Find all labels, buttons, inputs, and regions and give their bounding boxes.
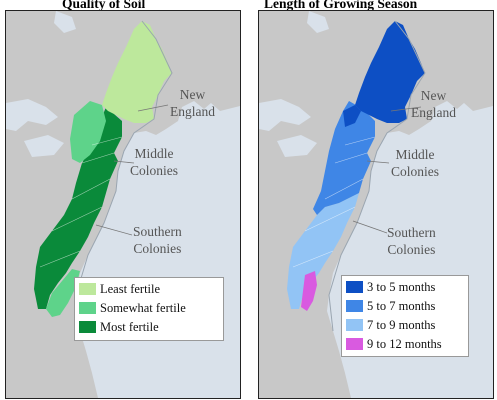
region-label-new-england: New England (170, 86, 215, 120)
legend-label: 9 to 12 months (367, 336, 442, 351)
region-label-line: Colonies (130, 163, 179, 178)
legend-label: Most fertile (100, 319, 159, 334)
soil-somewhat-fertile (70, 101, 106, 163)
great-lakes (259, 99, 311, 131)
legend-item: Most fertile (79, 319, 159, 335)
region-label-line: England (411, 105, 456, 120)
region-label-line: Southern (387, 225, 436, 240)
legend-item: Least fertile (79, 281, 160, 297)
legend-swatch (79, 283, 96, 295)
region-label-new-england: New England (411, 87, 456, 121)
region-label-line: Colonies (391, 164, 440, 179)
season-9-12-months (301, 271, 317, 311)
legend-item: 9 to 12 months (346, 336, 442, 352)
soil-map-graphic (6, 11, 240, 398)
region-label-line: Middle (395, 147, 435, 162)
soil-map-title: Quality of Soil (62, 0, 146, 11)
legend-swatch (346, 319, 363, 331)
season-5-7-months (313, 101, 375, 215)
region-label-line: New (179, 87, 206, 102)
region-label-line: England (170, 104, 215, 119)
soil-least-fertile (102, 21, 172, 123)
legend-swatch (346, 281, 363, 293)
growing-season-map: New England Middle Colonies Southern Col… (258, 10, 494, 399)
season-legend: 3 to 5 months 5 to 7 months 7 to 9 month… (341, 275, 469, 357)
legend-label: Least fertile (100, 281, 161, 296)
region-label-southern-colonies: Southern Colonies (133, 223, 182, 257)
legend-item: 7 to 9 months (346, 317, 435, 333)
land-background (259, 11, 493, 398)
soil-legend: Least fertile Somewhat fertile Most fert… (74, 277, 224, 341)
legend-swatch (346, 300, 363, 312)
region-label-line: Southern (133, 224, 182, 239)
region-label-line: Middle (134, 146, 174, 161)
season-3-5-months (355, 21, 425, 123)
legend-swatch (346, 338, 363, 350)
region-label-southern-colonies: Southern Colonies (387, 224, 436, 258)
legend-item: 5 to 7 months (346, 298, 435, 314)
legend-label: Somewhat fertile (100, 300, 186, 315)
legend-swatch (79, 302, 96, 314)
legend-label: 5 to 7 months (367, 298, 436, 313)
growing-season-map-title: Length of Growing Season (264, 0, 418, 11)
legend-item: 3 to 5 months (346, 279, 435, 295)
legend-label: 7 to 9 months (367, 317, 436, 332)
soil-quality-map: New England Middle Colonies Southern Col… (5, 10, 241, 399)
legend-item: Somewhat fertile (79, 300, 186, 316)
region-label-line: Colonies (387, 242, 436, 257)
season-map-graphic (259, 11, 493, 398)
region-label-middle-colonies: Middle Colonies (130, 145, 178, 179)
legend-label: 3 to 5 months (367, 279, 436, 294)
great-lakes (6, 99, 58, 131)
region-label-line: Colonies (133, 241, 182, 256)
legend-swatch (79, 321, 96, 333)
region-label-middle-colonies: Middle Colonies (391, 146, 439, 180)
region-label-line: New (420, 88, 447, 103)
